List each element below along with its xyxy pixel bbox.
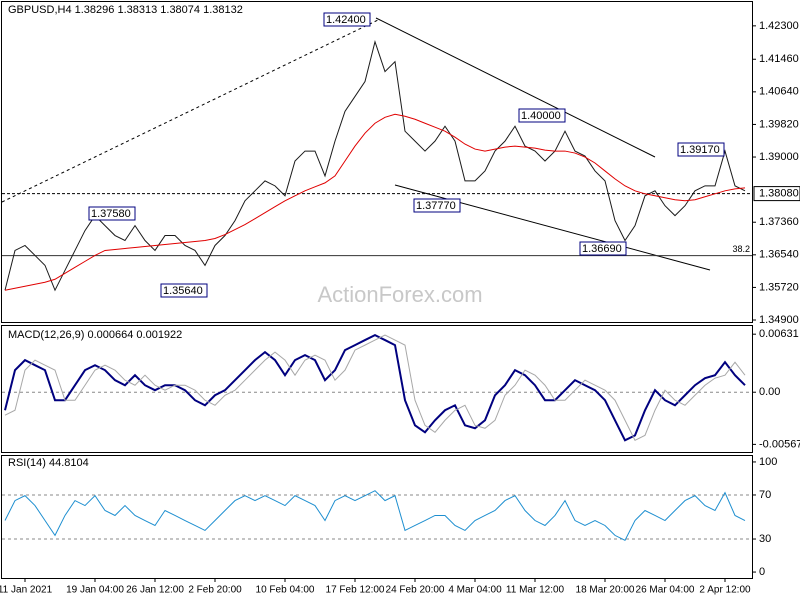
price-title: GBPUSD,H4 1.38296 1.38313 1.38074 1.3813… <box>8 4 243 16</box>
annotation: 1.40000 <box>521 110 561 122</box>
y-tick-label: 1.34900 <box>759 314 799 326</box>
current-price-label: 1.38080 <box>759 188 799 200</box>
series-line <box>4 334 746 441</box>
series-line <box>4 333 746 442</box>
y-tick-label: 1.37360 <box>759 216 799 228</box>
y-tick-label: 1.40640 <box>759 86 799 98</box>
annotation-box <box>160 283 208 298</box>
annotation-box <box>413 198 461 213</box>
annotation: 1.37580 <box>91 208 131 220</box>
y-tick-label: 1.39820 <box>759 118 799 130</box>
annotation-box <box>677 142 725 157</box>
annotation-box <box>518 108 566 123</box>
x-tick-label: 4 Mar 04:00 <box>448 585 502 596</box>
rsi-title: RSI(14) 44.8104 <box>8 457 89 469</box>
annotation: 1.39170 <box>680 144 720 156</box>
x-tick-label: 10 Feb 04:00 <box>256 585 315 596</box>
y-tick-label: 0.00631 <box>759 328 799 340</box>
x-tick-label: 11 Jan 2021 <box>0 585 53 596</box>
annotation: 1.36690 <box>582 243 622 255</box>
x-tick-label: 17 Feb 12:00 <box>326 585 385 596</box>
annotation: 1.42400 <box>326 14 366 26</box>
macd-title: MACD(12,26,9) 0.000664 0.001922 <box>8 329 182 341</box>
y-tick-label: 1.35720 <box>759 281 799 293</box>
x-tick-label: 19 Jan 04:00 <box>66 585 124 596</box>
annotation: 1.37770 <box>416 200 456 212</box>
series-line <box>4 113 746 291</box>
y-tick-label: 0 <box>759 566 765 578</box>
y-tick-label: 1.42300 <box>759 20 799 32</box>
x-tick-label: 18 Mar 20:00 <box>576 585 635 596</box>
y-tick-label: 70 <box>759 489 771 501</box>
frames <box>1 1 753 579</box>
y-tick-label: 1.41460 <box>759 53 799 65</box>
watermark: ActionForex.com <box>317 282 482 307</box>
y-tick-label: 1.36540 <box>759 249 799 261</box>
x-tick-label: 2 Feb 20:00 <box>188 585 242 596</box>
annotation-box <box>579 241 627 256</box>
rsi-panel <box>1 455 753 579</box>
annotation-box <box>88 206 136 221</box>
x-tick-label: 2 Apr 12:00 <box>699 585 751 596</box>
x-tick-label: 24 Feb 20:00 <box>386 585 445 596</box>
x-tick-label: 11 Mar 12:00 <box>506 585 565 596</box>
macd-panel <box>1 325 753 453</box>
fib-label: 38.2 <box>732 244 750 254</box>
annotation-box <box>323 12 371 27</box>
y-tick-label: 1.39000 <box>759 151 799 163</box>
trend-line <box>375 17 656 158</box>
x-tick-label: 26 Mar 04:00 <box>636 585 695 596</box>
current-price-box <box>753 186 800 202</box>
price-panel <box>1 1 753 323</box>
trend-line <box>1 19 379 203</box>
series-line <box>4 39 746 292</box>
y-tick-label: 100 <box>759 456 777 468</box>
x-tick-label: 26 Jan 12:00 <box>126 585 184 596</box>
y-tick-label: 30 <box>759 533 771 545</box>
y-tick-label: 0.00 <box>759 386 780 398</box>
series-line <box>4 490 746 542</box>
annotation: 1.35640 <box>163 285 203 297</box>
